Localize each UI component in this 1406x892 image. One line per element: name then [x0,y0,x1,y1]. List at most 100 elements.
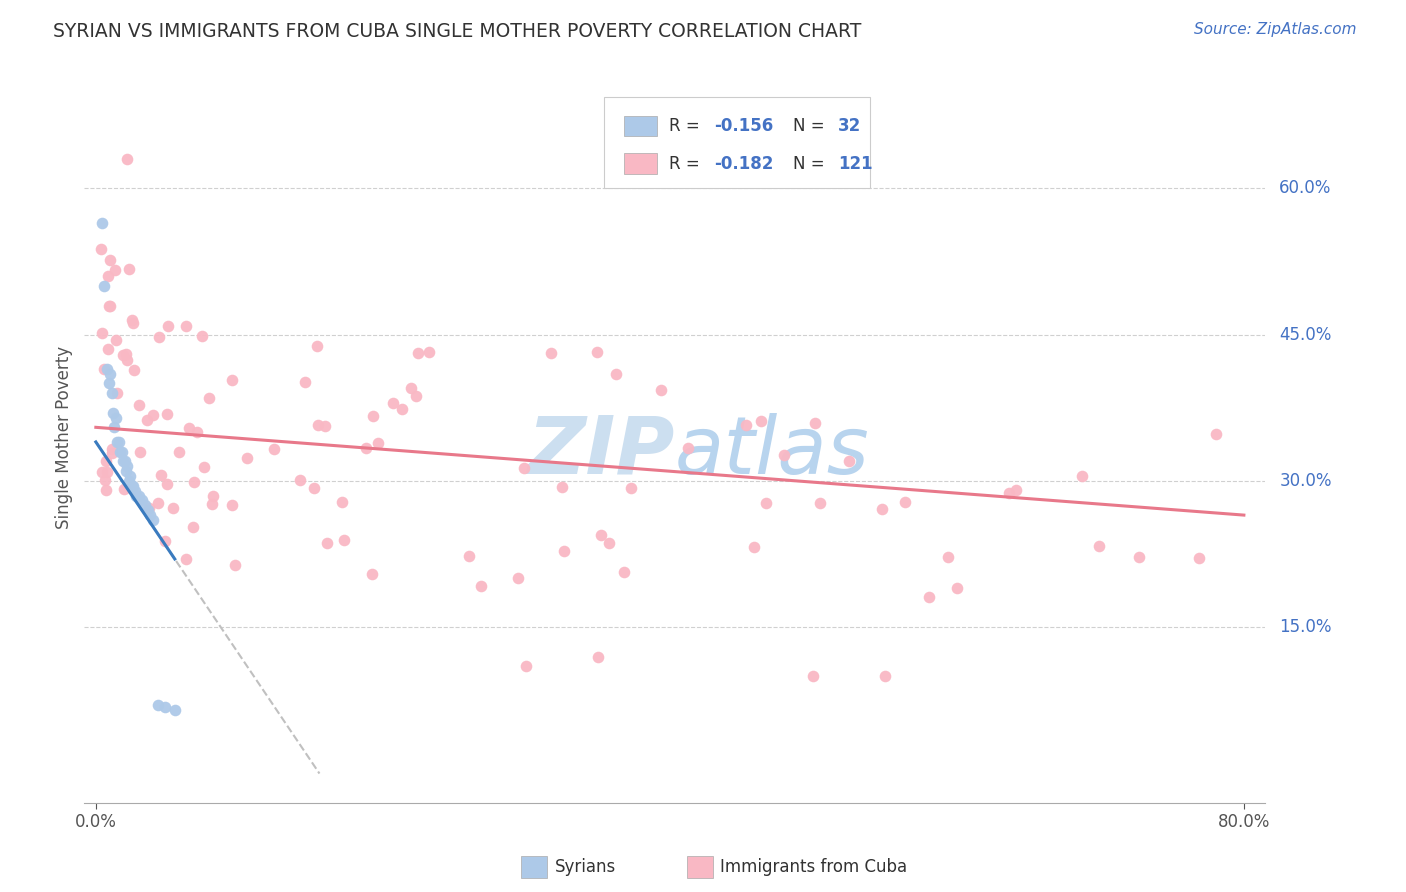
Point [197,391,219,405]
Point [142,408,165,422]
Point [150,468,173,483]
Point [1005,483,1028,497]
Point [90,465,112,479]
Point [224,558,246,573]
Text: Source: ZipAtlas.com: Source: ZipAtlas.com [1194,22,1357,37]
Point [121,316,143,330]
Point [105,385,128,400]
Point [1205,426,1227,441]
Point [96,465,118,479]
Text: Syrians: Syrians [554,858,616,876]
Point [755,496,778,510]
Point [553,544,575,558]
Point [302,481,325,495]
Point [98,367,121,381]
Point [128,398,150,412]
Point [101,406,124,420]
Point [100,386,122,401]
Text: N =: N = [793,154,830,173]
Text: 45.0%: 45.0% [1279,326,1331,343]
Point [98,253,121,268]
FancyBboxPatch shape [686,856,713,878]
Point [105,333,128,347]
Point [354,442,377,456]
Point [138,501,160,516]
Text: SYRIAN VS IMMIGRANTS FROM CUBA SINGLE MOTHER POVERTY CORRELATION CHART: SYRIAN VS IMMIGRANTS FROM CUBA SINGLE MO… [53,22,862,41]
Point [97,268,120,283]
Point [540,346,562,360]
Point [98,300,121,314]
Point [146,496,169,510]
Point [605,367,627,381]
Point [142,513,165,527]
Point [162,500,184,515]
Point [936,550,959,565]
Text: -0.156: -0.156 [714,117,773,135]
Point [121,479,143,493]
Point [101,445,124,459]
Point [118,474,141,488]
Point [361,409,384,424]
Point [406,346,429,360]
Point [586,649,609,664]
Text: 60.0%: 60.0% [1279,179,1331,197]
Point [294,376,316,390]
Point [179,421,201,435]
Point [391,402,413,417]
Text: R =: R = [669,117,704,135]
Y-axis label: Single Mother Poverty: Single Mother Poverty [55,345,73,529]
Point [122,363,145,377]
FancyBboxPatch shape [624,153,657,174]
Point [401,381,423,395]
Point [122,479,145,493]
Text: ZIP: ZIP [527,413,675,491]
Point [236,451,259,466]
Point [620,481,643,495]
Point [90,243,112,257]
Point [169,445,191,459]
Point [129,445,152,459]
Point [405,389,427,403]
Point [735,418,758,433]
Point [111,444,134,458]
Point [183,475,205,489]
Point [107,434,129,449]
Point [111,348,134,362]
Point [513,461,536,475]
Point [96,483,118,497]
Point [333,533,356,548]
Point [117,459,139,474]
Point [875,669,897,683]
Point [139,508,162,522]
Point [121,313,143,327]
Point [118,261,141,276]
Text: 30.0%: 30.0% [1279,472,1331,490]
Point [163,703,186,717]
Point [998,485,1021,500]
Point [808,496,831,510]
Point [191,328,214,343]
FancyBboxPatch shape [624,116,657,136]
Point [148,330,170,344]
Text: atlas: atlas [675,413,870,491]
Point [110,444,132,458]
Point [128,489,150,503]
Point [153,700,176,714]
Point [1188,551,1211,566]
Point [90,215,112,229]
Point [894,494,917,508]
Point [470,579,492,593]
Point [551,480,574,494]
Point [124,483,146,498]
Point [94,473,117,487]
Point [155,533,177,548]
Point [181,519,204,533]
Point [201,497,224,511]
Text: Immigrants from Cuba: Immigrants from Cuba [720,858,907,876]
Point [94,454,117,468]
Point [330,495,353,509]
Point [100,442,122,457]
Point [120,469,142,483]
Point [156,318,179,333]
Point [613,566,636,580]
